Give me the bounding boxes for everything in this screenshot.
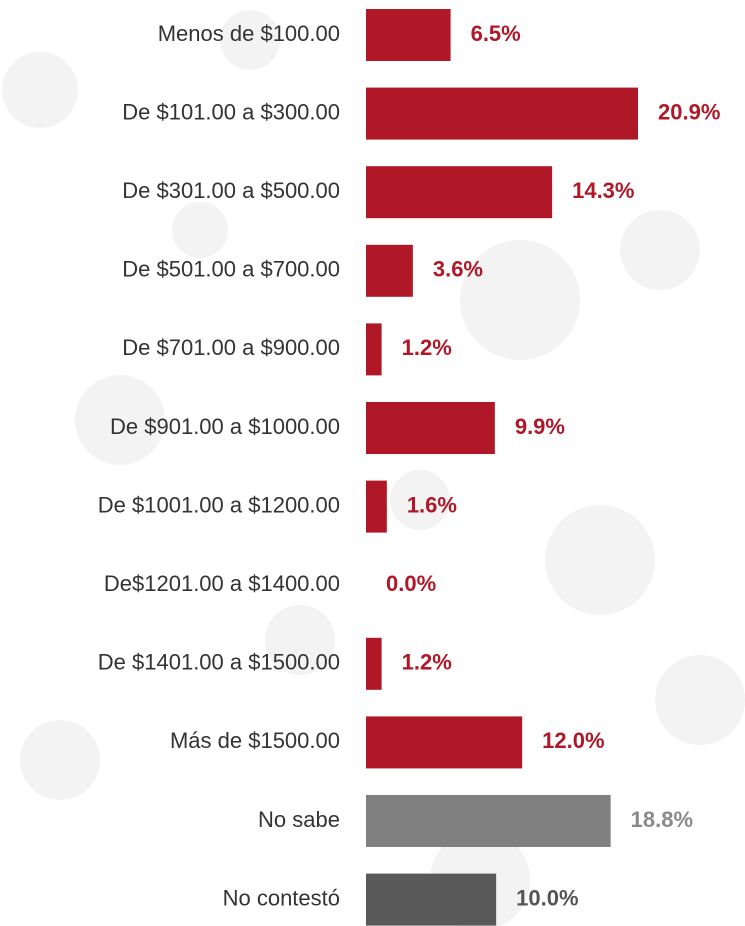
bar: [366, 87, 638, 140]
value-label: 10.0%: [516, 885, 578, 910]
value-label: 20.9%: [658, 99, 720, 124]
value-label: 12.0%: [542, 728, 604, 753]
bar: [366, 402, 495, 454]
value-label: 1.6%: [407, 492, 457, 517]
category-label: De $1001.00 a $1200.00: [98, 492, 340, 517]
category-label: De $701.00 a $900.00: [122, 335, 340, 360]
bar: [366, 9, 451, 61]
category-label: No contestó: [223, 885, 340, 910]
category-label: De $901.00 a $1000.00: [110, 414, 340, 439]
category-label: Más de $1500.00: [170, 728, 340, 753]
category-label: No sabe: [258, 807, 340, 832]
value-label: 9.9%: [515, 414, 565, 439]
bar: [366, 637, 382, 690]
value-label: 0.0%: [386, 571, 436, 596]
bar: [366, 716, 523, 769]
background-dots: [2, 10, 745, 926]
category-label: De $1401.00 a $1500.00: [98, 650, 340, 675]
value-label: 6.5%: [471, 21, 521, 46]
value-label: 14.3%: [572, 178, 634, 203]
category-label: De $301.00 a $500.00: [122, 178, 340, 203]
category-label: De $501.00 a $700.00: [122, 257, 340, 282]
category-label: De$1201.00 a $1400.00: [104, 571, 340, 596]
category-label: De $101.00 a $300.00: [122, 99, 340, 124]
bar: [366, 795, 611, 847]
bar: [366, 323, 382, 376]
bar: [366, 480, 387, 533]
bar: [366, 873, 497, 926]
bar: [366, 244, 413, 297]
value-label: 18.8%: [631, 807, 693, 832]
bar: [366, 166, 553, 219]
value-label: 1.2%: [402, 335, 452, 360]
value-label: 3.6%: [433, 257, 483, 282]
value-label: 1.2%: [402, 650, 452, 675]
category-label: Menos de $100.00: [158, 21, 340, 46]
